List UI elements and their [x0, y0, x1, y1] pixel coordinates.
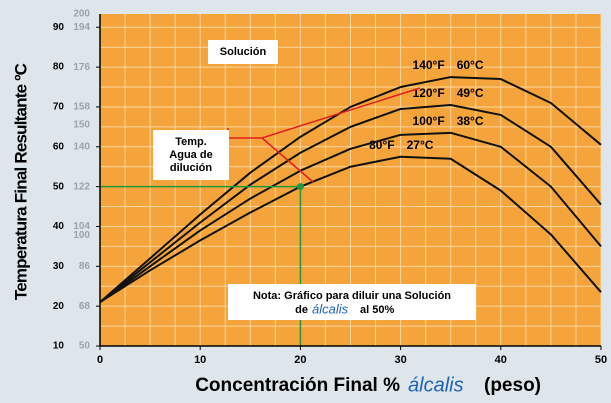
note: de	[295, 304, 308, 316]
label-temp: Agua de	[169, 149, 212, 161]
note-brand: álcalis	[312, 301, 349, 316]
y-tick-label: 40	[53, 221, 65, 232]
note: al 50%	[360, 304, 394, 316]
y-tick-label: 60	[53, 141, 65, 152]
legend-label: 38°C	[457, 114, 484, 128]
y-tick-label: 10	[53, 341, 65, 352]
y2-tick-label: 150	[73, 119, 90, 130]
x-tick-label: 10	[194, 354, 206, 366]
x-tick-label: 0	[97, 354, 103, 366]
y2-tick-label: 200	[73, 9, 90, 20]
y-tick-label: 90	[53, 22, 65, 33]
x-tick-label: 40	[495, 354, 507, 366]
y2-tick-label: 104	[73, 221, 90, 232]
legend-label: 100°F	[413, 114, 445, 128]
y2-tick-label: 122	[73, 181, 90, 192]
point	[297, 183, 304, 190]
x-axis-title-brand: álcalis	[408, 374, 464, 396]
label-solution: Solución	[220, 46, 267, 58]
y2-tick-label: 140	[73, 141, 90, 152]
y2-tick-label: 86	[79, 261, 91, 272]
y-tick-label: 80	[53, 62, 65, 73]
note: Nota: Gráfico para diluir una Solución	[253, 290, 451, 302]
y-tick-label: 70	[53, 102, 65, 113]
legend-label: 60°C	[457, 58, 484, 72]
label-temp: dilución	[170, 162, 212, 174]
x-tick-label: 50	[595, 354, 607, 366]
x-tick-label: 20	[294, 354, 306, 366]
x-axis-title: Concentración Final %	[195, 375, 400, 396]
y2-tick-label: 176	[73, 62, 90, 73]
legend-label: 27°C	[407, 138, 434, 152]
label-temp: Temp.	[175, 136, 207, 148]
x-axis-title: (peso)	[484, 375, 541, 396]
y-tick-label: 50	[53, 181, 65, 192]
y-tick-label: 30	[53, 261, 65, 272]
x-tick-label: 30	[394, 354, 406, 366]
y2-tick-label: 68	[79, 301, 91, 312]
y-axis-title: Temperatura Final Resultante ºC	[11, 63, 30, 300]
y-tick-label: 20	[53, 301, 65, 312]
y2-tick-label: 194	[73, 22, 90, 33]
legend-label: 140°F	[413, 58, 445, 72]
y2-tick-label: 50	[79, 341, 91, 352]
y2-tick-label: 158	[73, 102, 90, 113]
legend-label: 49°C	[457, 86, 484, 100]
chart: 80°F27°C100°F38°C120°F49°C140°F60°C Solu…	[0, 0, 611, 403]
